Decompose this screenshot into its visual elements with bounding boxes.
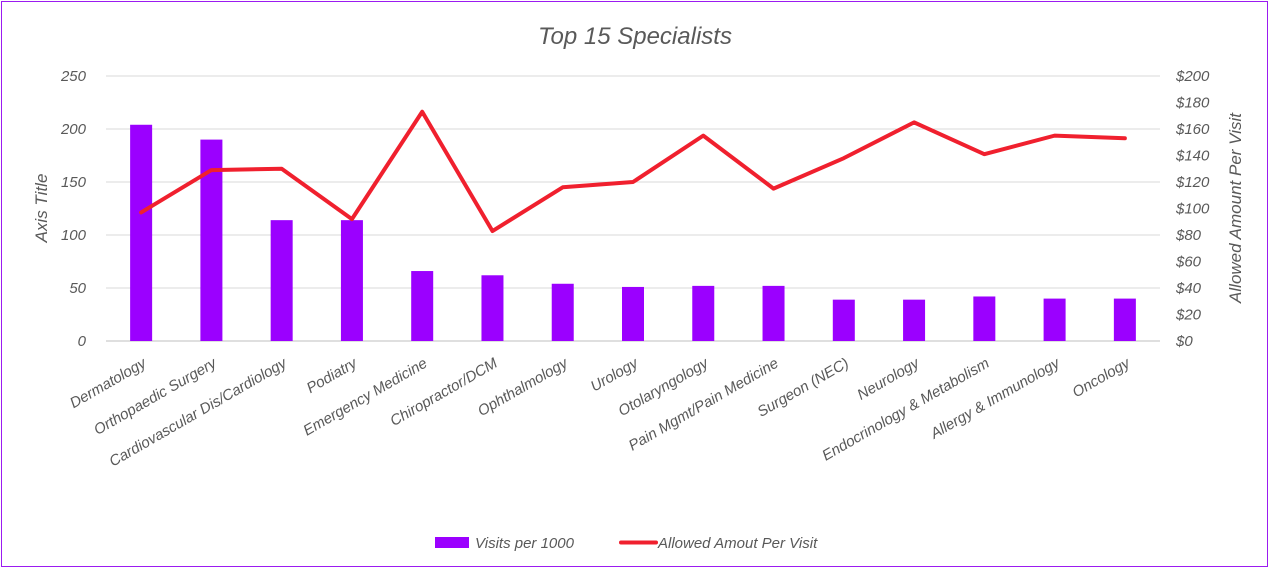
- line-point: [421, 111, 423, 113]
- bar-series-visits: [130, 124, 1136, 341]
- left-tick-label: 250: [60, 68, 87, 85]
- right-tick-label: $0: [1175, 333, 1193, 350]
- line-point: [632, 181, 634, 183]
- line-point: [773, 188, 775, 190]
- right-tick-label: $80: [1175, 227, 1202, 244]
- line-point: [983, 153, 985, 155]
- bar-cardiovascular-dis-cardiology: [270, 220, 293, 341]
- category-label: Oncology: [1069, 354, 1134, 401]
- left-axis-ticks: 0 50 100 150 200 250: [60, 68, 87, 350]
- line-point: [843, 157, 845, 159]
- right-tick-label: $160: [1175, 121, 1210, 138]
- bar-dermatology: [130, 124, 153, 341]
- category-label: Podiatry: [304, 354, 361, 397]
- right-axis-ticks: $0 $20 $40 $60 $80 $100 $120 $140 $160 $180 $200: [1175, 68, 1210, 350]
- category-label: Allergy & Immunology: [927, 354, 1064, 443]
- left-tick-label: 100: [61, 227, 87, 244]
- line-point: [562, 186, 564, 188]
- line-point: [491, 230, 493, 232]
- right-tick-label: $60: [1175, 254, 1202, 271]
- legend-label-allowed-amount: Allowed Amout Per Visit: [657, 535, 818, 552]
- left-tick-label: 150: [61, 174, 87, 191]
- right-tick-label: $180: [1175, 95, 1210, 112]
- category-label: Emergency Medicine: [300, 355, 430, 440]
- line-point: [281, 168, 283, 170]
- line-point: [702, 135, 704, 137]
- bar-endocrinology-metabolism: [973, 296, 996, 341]
- right-tick-label: $120: [1175, 174, 1210, 191]
- bar-oncology: [1113, 298, 1136, 341]
- right-tick-label: $20: [1175, 307, 1202, 324]
- left-tick-label: 200: [60, 121, 87, 138]
- bar-podiatry: [340, 220, 363, 341]
- right-tick-label: $100: [1175, 201, 1210, 218]
- right-axis-title: Allowed Amount Per Visit: [1226, 112, 1245, 304]
- bar-allergy-immunology: [1043, 298, 1066, 341]
- bar-orthopaedic-surgery: [200, 139, 223, 341]
- line-series-allowed-amount: [139, 109, 1127, 234]
- left-tick-label: 50: [69, 280, 86, 297]
- legend-label-visits: Visits per 1000: [475, 535, 575, 552]
- right-tick-label: $140: [1175, 148, 1210, 165]
- chart-title: Top 15 Specialists: [538, 23, 732, 50]
- line-point: [140, 211, 142, 213]
- bar-otolaryngology: [692, 285, 715, 341]
- category-label: Urology: [588, 354, 643, 395]
- bar-surgeon-nec-: [832, 299, 855, 341]
- bar-pain-mgmt-pain-medicine: [762, 285, 785, 341]
- line-point: [210, 169, 212, 171]
- legend: Visits per 1000 Allowed Amout Per Visit: [435, 535, 818, 552]
- left-axis-title: Axis Title: [32, 174, 51, 244]
- legend-swatch-visits: [435, 537, 469, 548]
- bar-ophthalmology: [551, 283, 574, 341]
- bar-chiropractor-dcm: [481, 275, 504, 341]
- line-point: [351, 218, 353, 220]
- bar-emergency-medicine: [411, 271, 434, 341]
- allowed-amount-line: [139, 109, 1127, 234]
- right-tick-label: $40: [1175, 280, 1202, 297]
- line-point: [913, 121, 915, 123]
- right-tick-label: $200: [1175, 68, 1210, 85]
- line-point: [1124, 137, 1126, 139]
- line-point: [1054, 135, 1056, 137]
- left-tick-label: 0: [78, 333, 87, 350]
- bar-neurology: [903, 299, 926, 341]
- bar-urology: [622, 286, 644, 341]
